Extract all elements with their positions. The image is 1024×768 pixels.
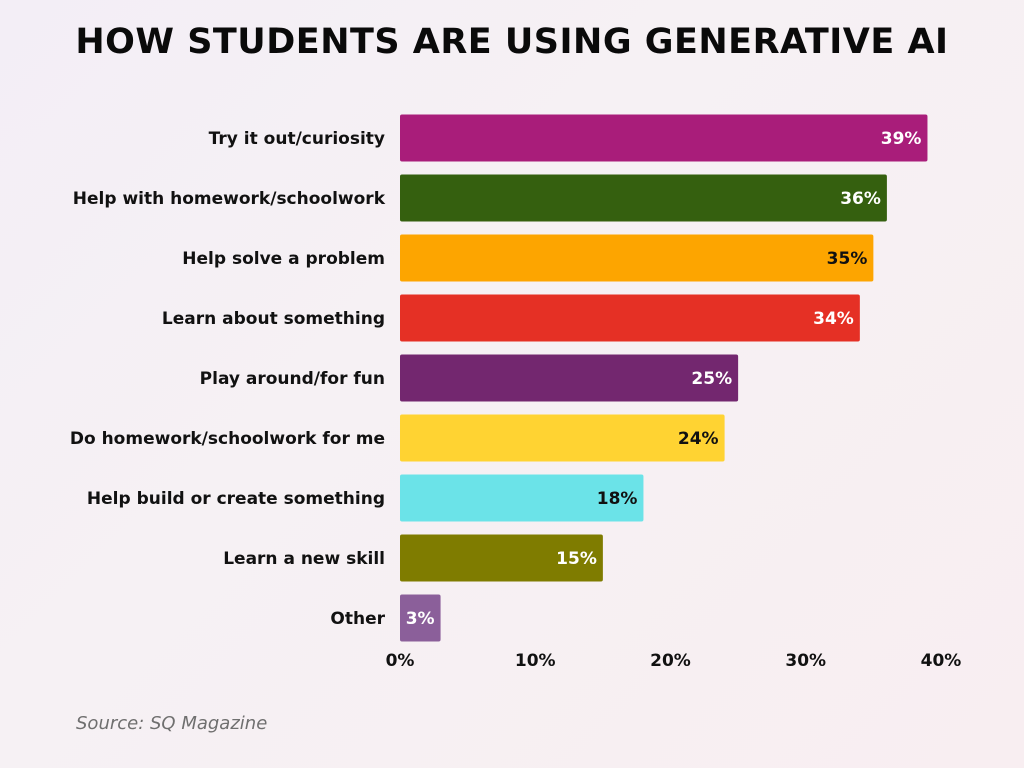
x-tick-label: 20%: [650, 651, 691, 671]
bar-value-label: 3%: [406, 609, 435, 629]
bar-value-label: 39%: [881, 129, 922, 149]
bar: [400, 414, 725, 462]
bar-value-label: 15%: [556, 549, 597, 569]
bar-value-label: 25%: [691, 369, 732, 389]
source-note: Source: SQ Magazine: [76, 713, 268, 734]
bar: [400, 354, 739, 402]
category-label: Help with homework/schoolwork: [73, 189, 386, 209]
bar-value-label: 36%: [840, 189, 881, 209]
category-label: Play around/for fun: [200, 369, 385, 389]
x-tick-label: 0%: [386, 651, 415, 671]
bar: [400, 294, 860, 342]
x-tick-label: 40%: [921, 651, 962, 671]
bar: [400, 174, 887, 222]
bar-value-label: 35%: [827, 249, 868, 269]
bar: [400, 594, 441, 642]
bar: [400, 114, 928, 162]
bar: [400, 534, 603, 582]
category-label: Other: [330, 609, 385, 629]
category-label: Help build or create something: [87, 489, 385, 509]
bar: [400, 474, 644, 522]
bar-value-label: 18%: [597, 489, 638, 509]
bar-value-label: 24%: [678, 429, 719, 449]
category-label: Learn about something: [162, 309, 385, 329]
x-tick-label: 30%: [785, 651, 826, 671]
category-label: Help solve a problem: [182, 249, 385, 269]
category-label: Do homework/schoolwork for me: [70, 429, 385, 449]
bar: [400, 234, 874, 282]
category-label: Learn a new skill: [223, 549, 385, 569]
chart-title: HOW STUDENTS ARE USING GENERATIVE AI: [75, 22, 949, 62]
bar-value-label: 34%: [813, 309, 854, 329]
x-tick-label: 10%: [515, 651, 556, 671]
category-label: Try it out/curiosity: [209, 129, 385, 149]
